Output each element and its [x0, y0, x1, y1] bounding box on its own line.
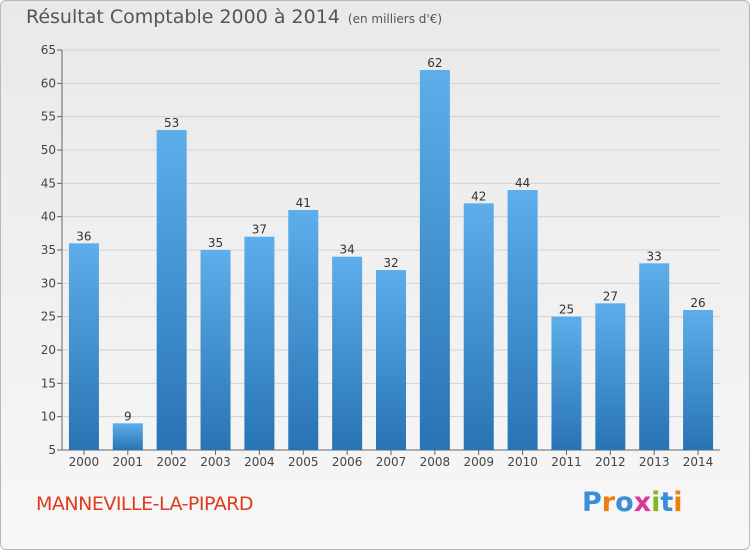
- bar-2014: [683, 310, 714, 450]
- logo-letter: r: [601, 487, 616, 518]
- value-label-2001: 9: [124, 409, 132, 423]
- value-label-2012: 27: [603, 289, 618, 303]
- y-tick-label: 25: [41, 310, 56, 324]
- x-tick-label-2009: 2009: [463, 455, 494, 469]
- axes: 5 10 15 20 25 30 35 40 45 50 55 60 65 2000 2001 2002 200…: [41, 43, 720, 469]
- value-label-2009: 42: [471, 189, 486, 203]
- y-tick-label: 65: [41, 43, 56, 57]
- value-label-2010: 44: [515, 176, 530, 190]
- bar-2000: [68, 243, 99, 450]
- bar-2005: [288, 210, 319, 450]
- y-tick-label: 45: [41, 176, 56, 190]
- logo-letter: t: [660, 487, 674, 518]
- bar-2012: [595, 303, 626, 450]
- value-label-2002: 53: [164, 116, 179, 130]
- chart-title: Résultat Comptable 2000 à 2014 (en millie…: [26, 6, 442, 28]
- bar-2001: [112, 423, 143, 450]
- bar-2009: [463, 203, 494, 450]
- x-tick-label-2001: 2001: [113, 455, 144, 469]
- proxiti-logo: Proxiti: [582, 487, 683, 518]
- value-label-2005: 41: [296, 196, 311, 210]
- y-tick-label: 40: [41, 210, 56, 224]
- x-tick-label-2013: 2013: [639, 455, 670, 469]
- value-label-2014: 26: [690, 296, 705, 310]
- bar-2008: [419, 70, 450, 450]
- logo-letter: i: [651, 487, 661, 518]
- y-tick-label: 10: [41, 410, 56, 424]
- logo-letter: P: [582, 487, 602, 518]
- y-tick-label: 50: [41, 143, 56, 157]
- bar-2007: [376, 270, 406, 450]
- x-tick-label-2011: 2011: [551, 455, 582, 469]
- y-tick-label: 15: [41, 376, 56, 390]
- y-tick-label: 20: [41, 343, 56, 357]
- bar-2011: [551, 316, 582, 450]
- x-tick-label-2007: 2007: [376, 455, 407, 469]
- bar-2002: [156, 130, 187, 450]
- value-label-2004: 37: [252, 223, 267, 237]
- y-tick-label: 5: [48, 443, 56, 457]
- value-labels: 36 9 53 35 37 41 34 32 62 42 44 25 27 33 26: [76, 56, 705, 423]
- value-label-2000: 36: [76, 229, 91, 243]
- y-tick-label: 55: [41, 110, 56, 124]
- bar-2010: [507, 190, 538, 450]
- value-label-2013: 33: [647, 249, 662, 263]
- logo-letter: o: [615, 487, 634, 518]
- x-tick-label-2003: 2003: [200, 455, 231, 469]
- x-tick-label-2002: 2002: [156, 455, 187, 469]
- bars: [68, 70, 714, 450]
- x-tick-label-2012: 2012: [595, 455, 626, 469]
- bar-2004: [244, 236, 275, 450]
- x-tick-label-2010: 2010: [507, 455, 538, 469]
- value-label-2003: 35: [208, 236, 223, 250]
- logo-letter: x: [633, 487, 652, 518]
- commune-name: MANNEVILLE-LA-PIPARD: [36, 493, 254, 515]
- x-tick-label-2000: 2000: [69, 455, 100, 469]
- value-label-2007: 32: [383, 256, 398, 270]
- x-tick-label-2008: 2008: [420, 455, 451, 469]
- x-tick-label-2006: 2006: [332, 455, 363, 469]
- bar-2006: [332, 256, 363, 450]
- value-label-2011: 25: [559, 303, 574, 317]
- bar-2013: [639, 263, 670, 450]
- y-tick-label: 35: [41, 243, 56, 257]
- logo-letter: i: [673, 487, 683, 518]
- x-tick-label-2004: 2004: [244, 455, 275, 469]
- chart-title-text: Résultat Comptable 2000 à 2014: [26, 6, 340, 28]
- value-label-2008: 62: [427, 56, 442, 70]
- x-tick-label-2005: 2005: [288, 455, 319, 469]
- chart-subtitle: (en milliers d'€): [347, 12, 443, 26]
- x-tick-label-2014: 2014: [683, 455, 714, 469]
- y-tick-label: 30: [41, 276, 56, 290]
- value-label-2006: 34: [339, 243, 354, 257]
- bar-2003: [200, 250, 231, 450]
- y-tick-label: 60: [41, 76, 56, 90]
